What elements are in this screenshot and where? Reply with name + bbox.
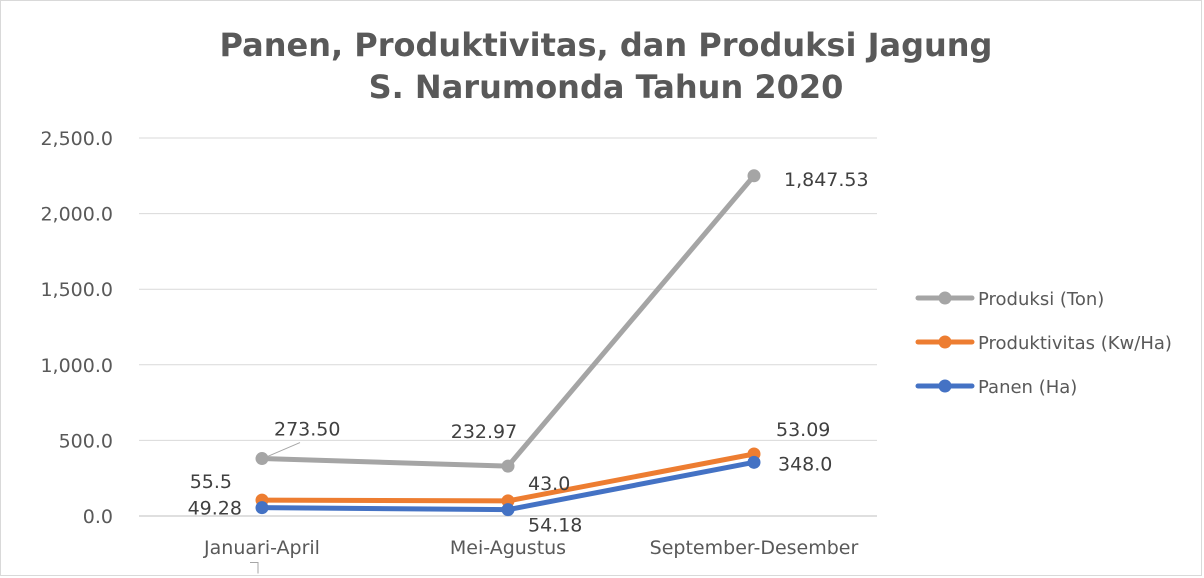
- data-point: [501, 503, 515, 517]
- data-point: [255, 452, 269, 466]
- chart-title-line-1: Panen, Produktivitas, dan Produksi Jagun…: [220, 26, 993, 64]
- legend-swatch-marker: [938, 379, 952, 393]
- y-tick-label: 1,500.0: [40, 279, 113, 301]
- y-tick-label: 500.0: [59, 430, 113, 452]
- x-tick-label: Januari-April: [203, 537, 320, 559]
- data-point: [747, 169, 761, 183]
- data-point: [501, 459, 515, 473]
- data-label: 348.0: [778, 453, 832, 475]
- legend-swatch-marker: [938, 335, 952, 349]
- data-point: [747, 455, 761, 469]
- legend-label: Produktivitas (Kw/Ha): [978, 333, 1172, 354]
- y-tick-label: 1,000.0: [40, 355, 113, 377]
- y-tick-label: 2,000.0: [40, 204, 113, 226]
- data-label: 54.18: [528, 515, 582, 537]
- leader-line: [250, 562, 259, 574]
- data-label: 273.50: [274, 419, 340, 441]
- y-tick-label: 0.0: [83, 506, 113, 528]
- chart-title-line-2: S. Narumonda Tahun 2020: [369, 68, 844, 106]
- data-label: 232.97: [451, 421, 517, 443]
- data-label: 53.09: [776, 419, 830, 441]
- legend-swatch-marker: [938, 291, 952, 305]
- x-tick-label: Mei-Agustus: [450, 537, 566, 559]
- data-point: [255, 501, 269, 515]
- leader-line: [264, 442, 301, 459]
- data-label: 1,847.53: [784, 169, 869, 191]
- y-tick-label: 2,500.0: [40, 128, 113, 150]
- x-tick-label: September-Desember: [650, 537, 859, 559]
- legend-label: Produksi (Ton): [978, 289, 1104, 310]
- data-label: 43.0: [528, 473, 570, 495]
- legend-label: Panen (Ha): [978, 377, 1077, 398]
- data-label: 55.5: [190, 471, 232, 493]
- data-label: 49.28: [188, 498, 242, 520]
